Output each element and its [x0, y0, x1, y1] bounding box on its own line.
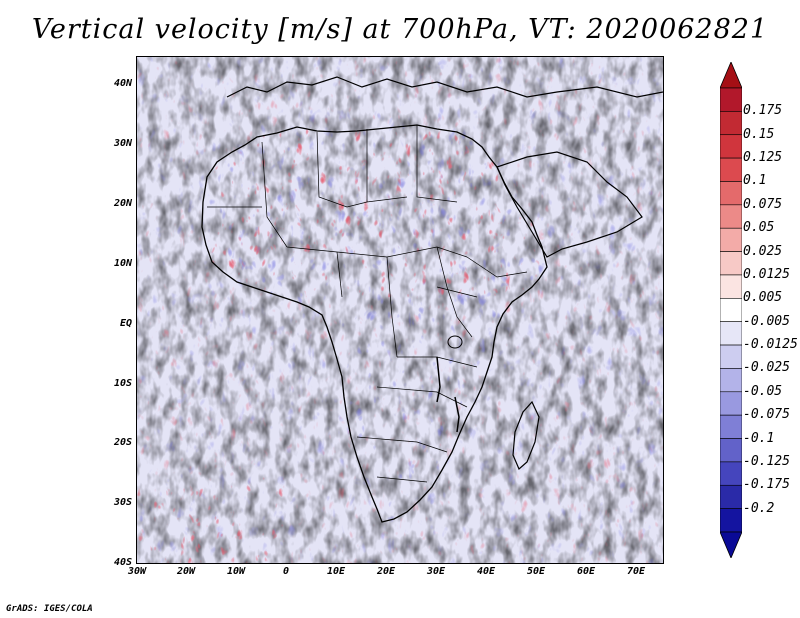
colorbar-label: -0.075 — [743, 407, 790, 423]
colorbar-segment — [720, 368, 742, 393]
colorbar-bottom-arrow — [720, 531, 742, 558]
colorbar-label: 0.075 — [743, 196, 783, 212]
colorbar-segment — [720, 251, 742, 276]
lat-label-40n: 40N — [113, 78, 132, 89]
colorbar-label: 0.125 — [743, 150, 783, 166]
colorbar-label: 0.005 — [743, 290, 783, 306]
colorbar-label: -0.125 — [743, 453, 790, 469]
colorbar-segment — [720, 508, 742, 533]
colorbar-label: -0.005 — [743, 313, 790, 329]
colorbar-label: -0.175 — [743, 477, 790, 493]
colorbar-segment — [720, 274, 742, 299]
lake-victoria — [447, 335, 463, 349]
lat-label-20s: 20S — [113, 437, 132, 448]
lon-label-0: 0 — [282, 566, 290, 577]
colorbar-segment — [720, 321, 742, 346]
colorbar-segment — [720, 391, 742, 416]
colorbar-label: -0.1 — [743, 430, 775, 446]
lat-label-10n: 10N — [113, 258, 132, 269]
lat-label-20n: 20N — [113, 198, 132, 209]
lat-label-30s: 30S — [113, 497, 132, 508]
colorbar-top-arrow — [720, 62, 742, 89]
colorbar-label: -0.0125 — [743, 337, 798, 353]
colorbar-label: 0.15 — [743, 126, 775, 142]
colorbar-label: -0.025 — [743, 360, 790, 376]
country-borders — [207, 125, 528, 483]
colorbar-segment — [720, 438, 742, 463]
lat-label-eq: EQ — [119, 318, 132, 329]
colorbar-label: 0.025 — [743, 243, 783, 259]
colorbar — [720, 62, 742, 558]
lat-label-40s: 40S — [113, 557, 132, 568]
arabia-coastline — [496, 151, 643, 258]
lon-label-20e: 20E — [376, 566, 396, 577]
map-panel — [136, 56, 664, 564]
chart-title: Vertical velocity [m/s] at 700hPa, VT: 2… — [31, 14, 769, 45]
lon-label-10e: 10E — [326, 566, 346, 577]
colorbar-segment — [720, 181, 742, 206]
colorbar-segment — [720, 298, 742, 322]
colorbar-label: 0.1 — [743, 173, 767, 189]
lon-label-60e: 60E — [576, 566, 596, 577]
grads-credit: GrADS: IGES/COLA — [6, 604, 93, 614]
lake-malawi — [454, 396, 460, 433]
lon-label-50e: 50E — [526, 566, 546, 577]
lon-label-70e: 70E — [626, 566, 646, 577]
lon-label-30w: 30W — [127, 566, 147, 577]
velocity-field-map — [137, 57, 663, 563]
colorbar-segment — [720, 87, 742, 112]
lon-label-20w: 20W — [176, 566, 196, 577]
colorbar-segment — [720, 461, 742, 486]
africa-coastline — [201, 124, 548, 523]
colorbar-label: 0.05 — [743, 220, 775, 236]
colorbar-label: -0.2 — [743, 500, 775, 516]
lat-label-10s: 10S — [113, 378, 132, 389]
europe-coastline — [226, 76, 663, 98]
lon-label-30e: 30E — [426, 566, 446, 577]
colorbar-segment — [720, 157, 742, 182]
madagascar-coastline — [512, 400, 540, 470]
lake-tanganyika — [436, 356, 441, 403]
colorbar-segment — [720, 227, 742, 252]
colorbar-label: 0.0125 — [743, 266, 790, 282]
lon-label-10w: 10W — [226, 566, 246, 577]
lat-label-30n: 30N — [113, 138, 132, 149]
lon-label-40e: 40E — [476, 566, 496, 577]
colorbar-segment — [720, 134, 742, 159]
colorbar-label: -0.05 — [743, 383, 783, 399]
colorbar-segment — [720, 111, 742, 136]
colorbar-segment — [720, 344, 742, 369]
colorbar-segment — [720, 204, 742, 229]
colorbar-segment — [720, 414, 742, 439]
colorbar-label: 0.175 — [743, 103, 783, 119]
colorbar-segment — [720, 484, 742, 509]
